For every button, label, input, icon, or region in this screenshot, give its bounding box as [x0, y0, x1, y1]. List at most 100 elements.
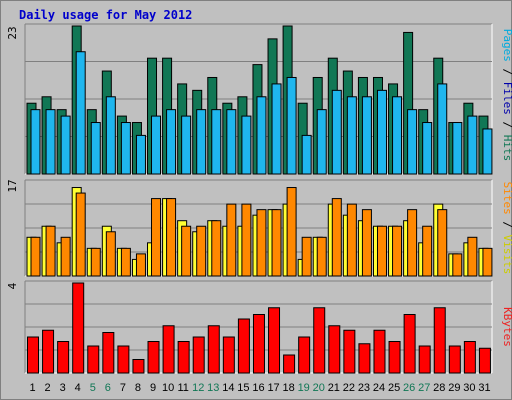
panel-1-bar-files-day-22	[346, 96, 357, 175]
x-tick-label-day-7: 7	[120, 382, 126, 394]
panel-2-bar-sites-day-28	[437, 209, 448, 277]
panel-2-bar-sites-day-3	[60, 236, 71, 277]
panel-2-bar-sites-day-2	[45, 225, 56, 277]
x-tick-label-day-29: 29	[448, 382, 460, 394]
panel-2-bar-sites-day-21	[331, 198, 342, 277]
x-tick-label-day-6: 6	[105, 382, 111, 394]
panel-2-bar-sites-day-25	[392, 225, 403, 277]
panel-3-bar-kbytes-day-12	[192, 336, 205, 374]
panel-3-bar-kbytes-day-10	[162, 325, 175, 374]
panel-2-bar-sites-day-17	[271, 209, 282, 277]
series-label-part: /	[501, 215, 512, 235]
panel-3-bar-kbytes-day-21	[328, 325, 341, 374]
panel-2-bar-sites-day-13	[211, 220, 222, 277]
panel-1-bar-files-day-23	[361, 96, 372, 175]
series-label-part: KBytes	[501, 307, 512, 347]
panel-1-bar-files-day-4	[75, 51, 86, 175]
panel-3-bar-kbytes-day-19	[298, 336, 311, 374]
x-tick-label-day-2: 2	[45, 382, 51, 394]
panel-2-bar-sites-day-30	[467, 236, 478, 277]
x-tick-label-day-16: 16	[252, 382, 264, 394]
panel-2-bar-sites-day-11	[181, 225, 192, 277]
series-label-part: Visits	[501, 235, 512, 275]
x-tick-label-day-3: 3	[60, 382, 66, 394]
x-tick-label-day-31: 31	[478, 382, 490, 394]
panel-3-bar-kbytes-day-2	[42, 329, 55, 374]
panel-2-bar-sites-day-14	[226, 203, 237, 277]
x-tick-label-day-22: 22	[343, 382, 355, 394]
panel-1-bar-files-day-13	[211, 109, 222, 175]
panel-2-bar-sites-day-1	[30, 236, 41, 277]
panel-1-bar-files-day-14	[226, 109, 237, 175]
panel-1-bar-files-day-21	[331, 89, 342, 175]
panel-3-bar-kbytes-day-27	[418, 345, 431, 374]
panel-1-bar-files-day-11	[181, 115, 192, 175]
panel-3-bar-kbytes-day-4	[72, 282, 85, 374]
panel-3-bar-kbytes-day-5	[87, 345, 100, 374]
panel-1-bar-files-day-24	[376, 89, 387, 175]
panel-2-bar-sites-day-22	[346, 203, 357, 277]
panel-1-bar-files-day-29	[452, 122, 463, 175]
panel-2-bar-sites-day-29	[452, 253, 463, 277]
panel-3-bar-kbytes-day-17	[268, 307, 281, 374]
panel-2-bar-sites-day-10	[166, 198, 177, 277]
x-tick-label-day-18: 18	[283, 382, 295, 394]
panel-3-bar-kbytes-day-30	[463, 341, 476, 374]
panel-3-bar-kbytes-day-18	[283, 354, 296, 374]
panel-2-bar-sites-day-26	[407, 209, 418, 277]
panel-2-bar-sites-day-8	[135, 253, 146, 277]
panel-3-bar-kbytes-day-29	[448, 345, 461, 374]
panel-3-bar-kbytes-day-13	[207, 325, 220, 374]
x-tick-label-day-9: 9	[150, 382, 156, 394]
x-tick-label-day-8: 8	[135, 382, 141, 394]
panel-3-bar-kbytes-day-1	[27, 336, 39, 374]
panel-3-bar-kbytes-day-20	[313, 307, 326, 374]
panel-1-bar-files-day-10	[166, 109, 177, 175]
series-label-part: /	[501, 115, 512, 135]
panel-3-bar-kbytes-day-28	[433, 307, 446, 374]
panel-2-bar-sites-day-23	[361, 209, 372, 277]
x-tick-label-day-20: 20	[313, 382, 325, 394]
panel-1-bar-files-day-17	[271, 83, 282, 175]
x-tick-label-day-1: 1	[29, 382, 35, 394]
panel-1-bar-files-day-15	[241, 115, 252, 175]
x-tick-label-day-28: 28	[433, 382, 445, 394]
panel-2-bar-sites-day-18	[286, 187, 297, 277]
panel-2-bar-sites-day-20	[316, 236, 327, 277]
panel-2-bar-sites-day-24	[376, 225, 387, 277]
panel-1-bar-files-day-8	[135, 134, 146, 175]
x-tick-label-day-13: 13	[207, 382, 219, 394]
panel-3-bar-kbytes-day-31	[478, 347, 491, 374]
panel-2-bar-sites-day-5	[90, 247, 101, 277]
panel-3-bar-kbytes-day-14	[222, 336, 235, 374]
panel-1-bar-files-day-28	[437, 83, 448, 175]
panel-3-ymax-label: 4	[6, 282, 19, 289]
panel-3-series-label: KBytes	[501, 307, 512, 347]
panel-3-bar-kbytes-day-23	[358, 343, 371, 374]
panel-1-bar-files-day-27	[422, 122, 433, 175]
panel-3-bar-kbytes-day-3	[57, 341, 70, 374]
x-tick-label-day-30: 30	[463, 382, 475, 394]
panel-1-bar-files-day-5	[90, 122, 101, 175]
panel-1-bar-files-day-19	[301, 134, 312, 175]
panel-3-bar-kbytes-day-25	[388, 341, 401, 374]
panel-3-bar-kbytes-day-9	[147, 341, 160, 374]
x-tick-label-day-21: 21	[328, 382, 340, 394]
panel-2-bar-sites-day-15	[241, 203, 252, 277]
panel-1-ymax-label: 23	[6, 26, 19, 39]
series-label-part: Sites	[501, 182, 512, 215]
panel-3-bar-kbytes-day-24	[373, 329, 386, 374]
panel-3-bar-kbytes-day-7	[117, 345, 130, 374]
series-label-part: Hits	[501, 135, 512, 162]
panel-1-bar-files-day-25	[392, 96, 403, 175]
panel-3-bar-kbytes-day-16	[252, 314, 265, 374]
x-tick-label-day-12: 12	[192, 382, 204, 394]
panel-1-bar-files-day-9	[151, 115, 162, 175]
x-tick-label-day-17: 17	[267, 382, 279, 394]
panel-2-bar-sites-day-9	[151, 198, 162, 277]
panel-2-bar-sites-day-4	[75, 192, 86, 277]
series-label-part: Pages	[501, 29, 512, 62]
panel-2-bar-sites-day-31	[482, 247, 493, 277]
chart-title: Daily usage for May 2012	[19, 8, 193, 22]
